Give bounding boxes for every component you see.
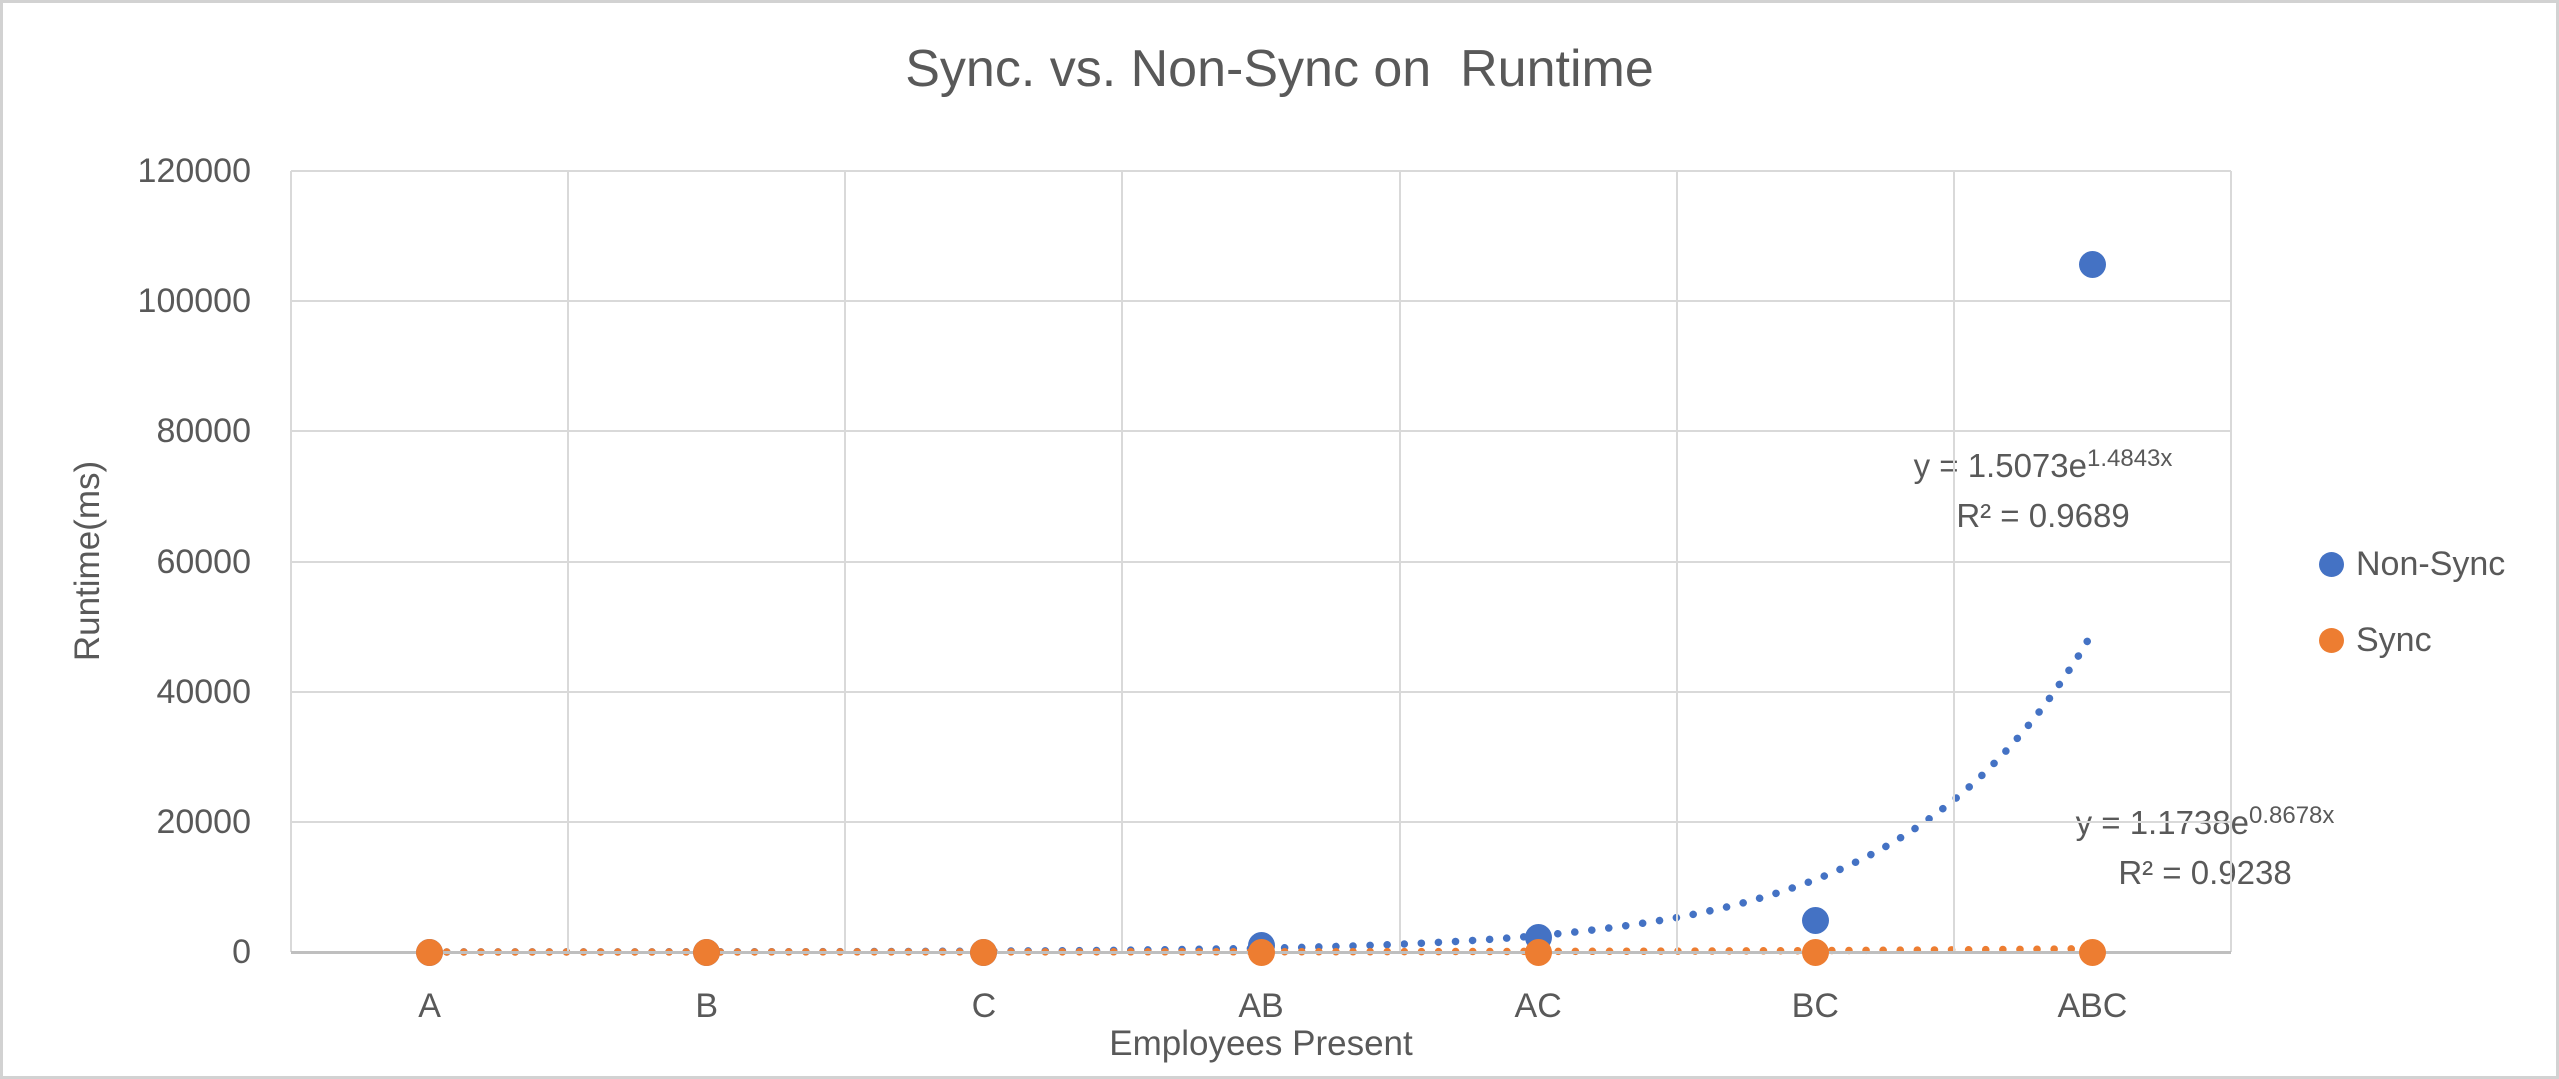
equation-line-sync: y = 1.1738e0.8678x <box>2075 802 2335 841</box>
x-gridline <box>567 171 570 952</box>
x-axis-category-label: AB <box>1238 987 1284 1025</box>
r-squared-non-sync: R² = 0.9689 <box>1956 497 2130 534</box>
y-gridline <box>291 820 2231 823</box>
x-gridline <box>1675 171 1678 952</box>
x-axis-category-label: B <box>695 987 719 1025</box>
x-axis-category-label: A <box>418 987 441 1025</box>
legend-label-non-sync: Non-Sync <box>2356 545 2506 583</box>
equation-exponent-sync: 0.8678x <box>2249 802 2335 829</box>
trendline-equation-non-sync: y = 1.5073e1.4843x R² = 0.9689 <box>1763 443 2323 539</box>
y-axis-tick-label: 120000 <box>137 152 251 190</box>
x-gridline <box>2230 171 2232 952</box>
data-point-sync-ABC <box>2078 938 2106 966</box>
legend-item-sync: Sync <box>2319 620 2505 660</box>
data-point-sync-AC <box>1524 938 1552 966</box>
x-gridline <box>1952 171 1955 952</box>
trendline-equation-sync: y = 1.1738e0.8678x R² = 0.9238 <box>1925 800 2485 896</box>
x-gridline <box>290 171 292 952</box>
y-gridline <box>291 170 2231 172</box>
data-point-sync-C <box>970 938 998 966</box>
data-point-non-sync-ABC <box>2078 250 2106 278</box>
y-axis-tick-label: 80000 <box>156 412 251 451</box>
data-point-non-sync-BC <box>1801 907 1829 935</box>
equation-exponent-non-sync: 1.4843x <box>2087 445 2173 472</box>
y-axis-tick-label: 40000 <box>156 672 251 711</box>
y-axis-tick-label: 100000 <box>137 282 251 321</box>
legend: Non-Sync Sync <box>2319 544 2505 660</box>
equation-line-non-sync: y = 1.5073e1.4843x <box>1913 445 2173 484</box>
x-gridline <box>1398 171 1401 952</box>
legend-item-non-sync: Non-Sync <box>2319 544 2505 584</box>
x-axis-category-label: AC <box>1514 987 1562 1025</box>
x-axis-category-label: C <box>971 987 997 1025</box>
y-gridline <box>291 430 2231 433</box>
data-point-sync-B <box>693 938 721 966</box>
legend-marker-sync-icon <box>2319 627 2344 653</box>
x-gridline <box>844 171 847 952</box>
y-gridline <box>291 560 2231 563</box>
legend-marker-non-sync-icon <box>2319 551 2344 577</box>
data-point-sync-BC <box>1801 938 1829 966</box>
x-axis-category-label: ABC <box>2057 987 2128 1025</box>
data-point-sync-AB <box>1247 938 1275 966</box>
y-gridline <box>291 690 2231 693</box>
r-squared-sync: R² = 0.9238 <box>2118 854 2292 891</box>
y-axis-tick-label: 20000 <box>156 802 251 841</box>
trendlines-layer <box>425 629 2097 956</box>
legend-label-sync: Sync <box>2356 621 2432 659</box>
chart-title: Sync. vs. Non-Sync on Runtime <box>905 40 1654 98</box>
y-axis-tick-label: 0 <box>232 933 251 971</box>
data-point-sync-A <box>416 938 444 966</box>
y-axis-tick-label: 60000 <box>156 542 251 581</box>
x-gridline <box>1121 171 1124 952</box>
y-gridline <box>291 300 2231 303</box>
x-axis-title: Employees Present <box>1109 1024 1413 1063</box>
x-axis-category-label: BC <box>1791 987 1839 1025</box>
trendline-non-sync <box>425 629 2097 956</box>
